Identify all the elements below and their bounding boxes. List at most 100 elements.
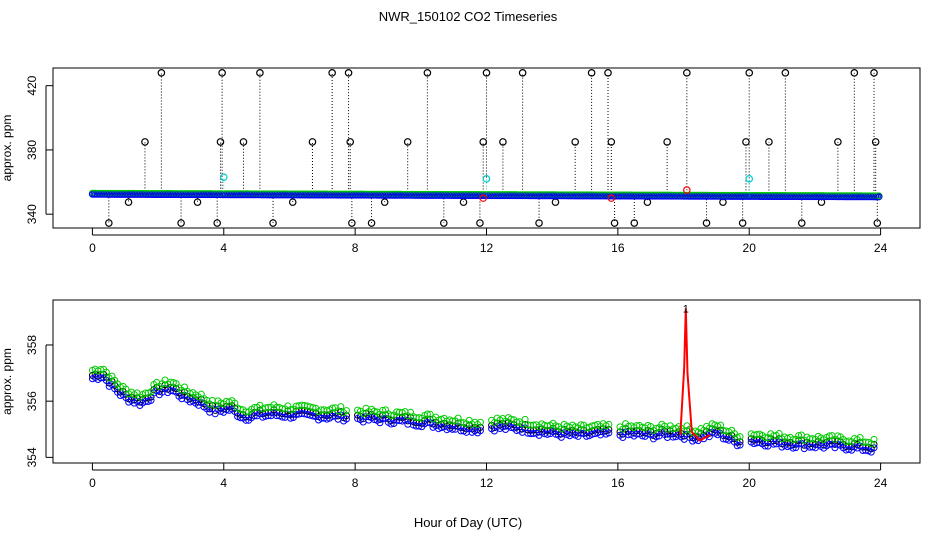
series-point-blue bbox=[789, 444, 797, 452]
x-tick-label: 20 bbox=[743, 476, 757, 490]
series-point-green bbox=[733, 433, 741, 441]
series-point-green bbox=[236, 405, 244, 413]
series-point-blue bbox=[605, 429, 613, 437]
x-tick-label: 0 bbox=[89, 476, 96, 490]
series-point-green bbox=[775, 430, 783, 438]
spike-point bbox=[124, 198, 133, 206]
series-point-blue bbox=[278, 413, 286, 421]
baseline-point-blue bbox=[875, 193, 883, 201]
series-point-green bbox=[652, 424, 660, 432]
red-spike-line bbox=[679, 308, 711, 442]
red-point bbox=[683, 186, 691, 194]
series-point-green bbox=[370, 407, 378, 415]
x-tick-label: 20 bbox=[743, 241, 757, 255]
series-point-green bbox=[264, 403, 272, 411]
spike-point bbox=[738, 219, 747, 227]
spike-point bbox=[213, 219, 222, 227]
spike-point bbox=[499, 138, 507, 146]
spike-point bbox=[346, 138, 355, 146]
spike-point bbox=[328, 69, 336, 77]
spike-point bbox=[870, 69, 878, 77]
y-axis-title: approx. ppm bbox=[0, 115, 14, 182]
series-point-blue bbox=[619, 434, 627, 442]
spike-point bbox=[256, 69, 264, 77]
spike-point bbox=[571, 138, 579, 146]
series-point-green bbox=[789, 436, 797, 444]
spike-point bbox=[440, 219, 448, 227]
spike-point bbox=[663, 138, 671, 146]
y-tick-label: 340 bbox=[25, 204, 39, 224]
spike-point bbox=[308, 138, 317, 146]
y-tick-label: 358 bbox=[25, 335, 39, 355]
series-point-blue bbox=[577, 429, 585, 437]
spike-point bbox=[797, 219, 806, 227]
series-point-blue bbox=[147, 396, 155, 404]
spike-point bbox=[239, 138, 248, 146]
cyan-point bbox=[482, 175, 491, 183]
spike-point bbox=[423, 69, 432, 77]
series-point-blue bbox=[449, 425, 457, 433]
series-point-green bbox=[736, 433, 744, 441]
series-point-green bbox=[507, 415, 515, 423]
spike-point bbox=[683, 69, 691, 77]
series-point-green bbox=[102, 368, 110, 376]
top-data bbox=[88, 69, 883, 227]
bottom-data bbox=[88, 308, 878, 456]
series-point-green bbox=[845, 437, 853, 445]
series-point-green bbox=[521, 415, 529, 423]
series-point-blue bbox=[652, 433, 660, 441]
x-tick-label: 16 bbox=[611, 476, 625, 490]
series-point-blue bbox=[387, 420, 395, 428]
spike-point bbox=[482, 69, 491, 77]
series-point-blue bbox=[761, 442, 769, 450]
spike-point bbox=[607, 138, 616, 146]
series-point-green bbox=[605, 420, 613, 428]
series-point-blue bbox=[236, 414, 244, 422]
spike-point bbox=[288, 198, 297, 206]
x-tick-label: 8 bbox=[352, 476, 359, 490]
x-tick-label: 24 bbox=[874, 241, 888, 255]
spike-point bbox=[177, 219, 185, 227]
red-point bbox=[607, 194, 616, 202]
bottom-panel: 0 4 8 12 16 20 24 354 356 358 approx. ppm 1 bbox=[0, 299, 921, 490]
spike-point bbox=[348, 219, 356, 227]
spike-point bbox=[535, 219, 543, 227]
spike-point bbox=[765, 138, 773, 146]
series-point-blue bbox=[476, 427, 484, 435]
series-point-green bbox=[97, 365, 105, 373]
series-point-green bbox=[449, 417, 457, 425]
y-tick-label: 380 bbox=[25, 140, 39, 160]
top-panel: 0 4 8 12 16 20 24 340 380 420 approx. ppm bbox=[0, 67, 921, 255]
plot-frame bbox=[52, 67, 921, 229]
x-tick-label: 4 bbox=[220, 241, 227, 255]
spike-point bbox=[367, 219, 376, 227]
series-point-blue bbox=[736, 441, 744, 449]
spike-point bbox=[745, 69, 754, 77]
series-point-green bbox=[795, 432, 803, 440]
x-tick-label: 4 bbox=[220, 476, 227, 490]
spike-point bbox=[105, 219, 113, 227]
series-point-green bbox=[242, 408, 250, 416]
y-tick-label: 354 bbox=[25, 447, 39, 467]
series-point-green bbox=[423, 410, 431, 418]
series-point-green bbox=[342, 407, 350, 415]
y-tick-label: 420 bbox=[25, 75, 39, 95]
red-spike-label: 1 bbox=[683, 303, 689, 315]
series-point-green bbox=[543, 422, 551, 430]
series-point-green bbox=[825, 432, 833, 440]
series-point-green bbox=[619, 425, 627, 433]
x-tick-label: 16 bbox=[611, 241, 625, 255]
series-point-blue bbox=[423, 418, 431, 426]
series-point-green bbox=[387, 412, 395, 420]
spike-point bbox=[518, 69, 527, 77]
series-point-blue bbox=[507, 423, 515, 431]
series-point-blue bbox=[733, 442, 741, 450]
series-point-blue bbox=[543, 430, 551, 438]
chart-title: NWR_150102 CO2 Timeseries bbox=[379, 9, 558, 24]
spike-point bbox=[479, 138, 488, 146]
spike-point bbox=[702, 219, 711, 227]
series-point-blue bbox=[287, 414, 295, 422]
cyan-point bbox=[745, 175, 754, 183]
